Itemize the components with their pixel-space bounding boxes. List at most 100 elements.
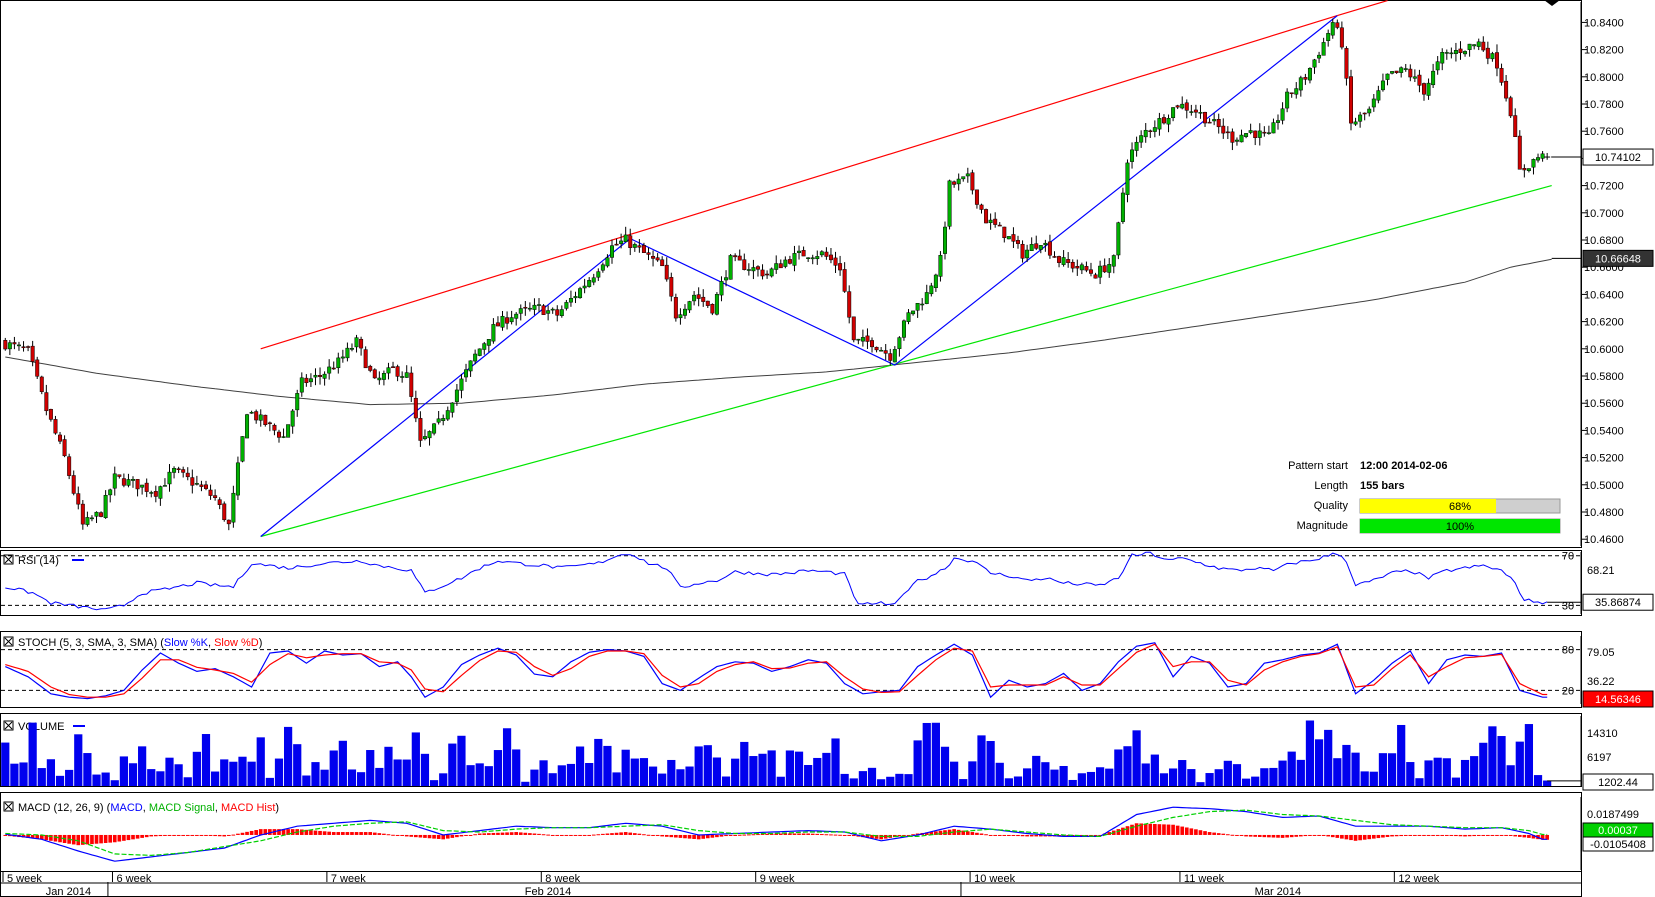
candle-body <box>190 477 195 486</box>
candle-body <box>947 180 952 227</box>
candlestick <box>1066 252 1071 268</box>
macd-hist-bar <box>1495 834 1499 836</box>
candlestick <box>422 429 427 441</box>
volume-bar <box>548 773 557 786</box>
candlestick <box>1216 113 1221 134</box>
volume-bar <box>110 780 119 786</box>
stochastic-last-label: 14.56346 <box>1595 694 1641 706</box>
candle-body <box>1531 159 1536 168</box>
stochastic-paren-close: ) <box>259 637 263 649</box>
macd-hist-bar <box>965 831 970 835</box>
candlestick <box>842 262 847 293</box>
scroll-marker-icon[interactable] <box>1544 0 1560 6</box>
candlestick <box>53 415 58 435</box>
candle-body <box>213 495 218 498</box>
volume-bar <box>502 728 512 786</box>
volume-bar <box>1433 757 1442 786</box>
volume-bar <box>758 753 767 786</box>
macd-hist-bar <box>1422 834 1426 836</box>
candle-body <box>144 482 149 492</box>
candlestick <box>947 179 952 230</box>
candle-body <box>445 410 450 420</box>
candlestick <box>1148 129 1153 138</box>
candle-body <box>1513 115 1518 137</box>
candlestick <box>1330 18 1335 39</box>
candle-body <box>1221 125 1226 134</box>
price-tick-label: 10.6800 <box>1584 235 1624 247</box>
candle-body <box>1540 153 1545 159</box>
candlestick <box>108 488 113 503</box>
candlestick <box>94 511 99 523</box>
candlestick <box>359 336 364 356</box>
candlestick <box>728 253 733 280</box>
volume-bar <box>229 761 238 786</box>
candle-body <box>377 377 382 381</box>
candle-body <box>527 307 532 310</box>
macd-hist-bar <box>865 834 870 838</box>
candle-body <box>1225 131 1230 134</box>
candle-body <box>979 204 984 210</box>
candle-body <box>1394 70 1399 74</box>
macd-value-label: -0.0105408 <box>1590 839 1646 851</box>
candle-body <box>1262 131 1267 134</box>
candle-body <box>441 418 446 421</box>
macd-hist-bar <box>674 834 678 838</box>
candle-body <box>1157 118 1162 130</box>
price-tick-label: 10.5000 <box>1584 480 1624 492</box>
candlestick <box>578 286 583 299</box>
candlestick <box>58 431 63 445</box>
macd-hist-bar <box>1276 834 1280 838</box>
candle-body <box>131 479 135 481</box>
zigzag-line <box>260 15 1338 537</box>
candlestick <box>112 466 117 496</box>
candlestick <box>673 293 678 322</box>
candle-body <box>372 369 377 379</box>
candlestick <box>888 348 893 366</box>
candlestick <box>797 245 802 260</box>
macd-hist-bar <box>26 834 30 838</box>
macd-hist-bar <box>1413 834 1417 836</box>
candle-body <box>1403 68 1408 70</box>
macd-line-name: MACD <box>110 802 142 814</box>
volume-bar <box>247 761 256 786</box>
price-markers: 10.74102 10.66648 <box>1551 148 1654 267</box>
macd-hist-bar <box>1162 824 1166 835</box>
candle-body <box>322 373 327 379</box>
macd-hist-bar <box>683 834 687 839</box>
macd-hist-bar <box>391 834 395 836</box>
macd-hist-bar <box>268 829 272 835</box>
candlestick <box>537 298 541 313</box>
candlestick <box>550 307 555 314</box>
candle-body <box>1463 51 1468 55</box>
macd-hist-bar <box>236 833 240 835</box>
macd-hist-bar <box>1011 834 1016 836</box>
week-label: 8 week <box>545 873 580 885</box>
volume-bar <box>1378 753 1388 786</box>
macd-hist-bar <box>473 834 477 836</box>
macd-hist-bar <box>163 834 167 836</box>
candle-body <box>1198 112 1203 114</box>
candlestick <box>340 349 345 363</box>
macd-hist-bar <box>395 834 400 836</box>
support-line <box>260 185 1552 538</box>
candlestick <box>99 511 104 518</box>
macd-hist-bar <box>984 834 988 836</box>
candlestick <box>400 371 405 383</box>
macd-hist-bar <box>1454 834 1458 837</box>
candlestick <box>911 310 916 316</box>
candlestick <box>468 360 473 377</box>
macd-hist-bar <box>167 834 172 836</box>
macd-hist-bar <box>1016 834 1020 837</box>
candle-body <box>683 308 687 316</box>
volume-bar <box>220 759 229 786</box>
candlestick <box>254 409 259 424</box>
candle-body <box>870 340 874 348</box>
macd-hist-bar <box>414 834 418 838</box>
candle-body <box>181 469 186 473</box>
stochastic-side-label: 79.05 <box>1587 647 1615 659</box>
candle-body <box>272 424 277 431</box>
candlestick <box>769 267 774 278</box>
candlestick <box>1061 250 1066 267</box>
pattern-start-label: Pattern start <box>1288 460 1348 472</box>
candle-body <box>778 263 783 269</box>
